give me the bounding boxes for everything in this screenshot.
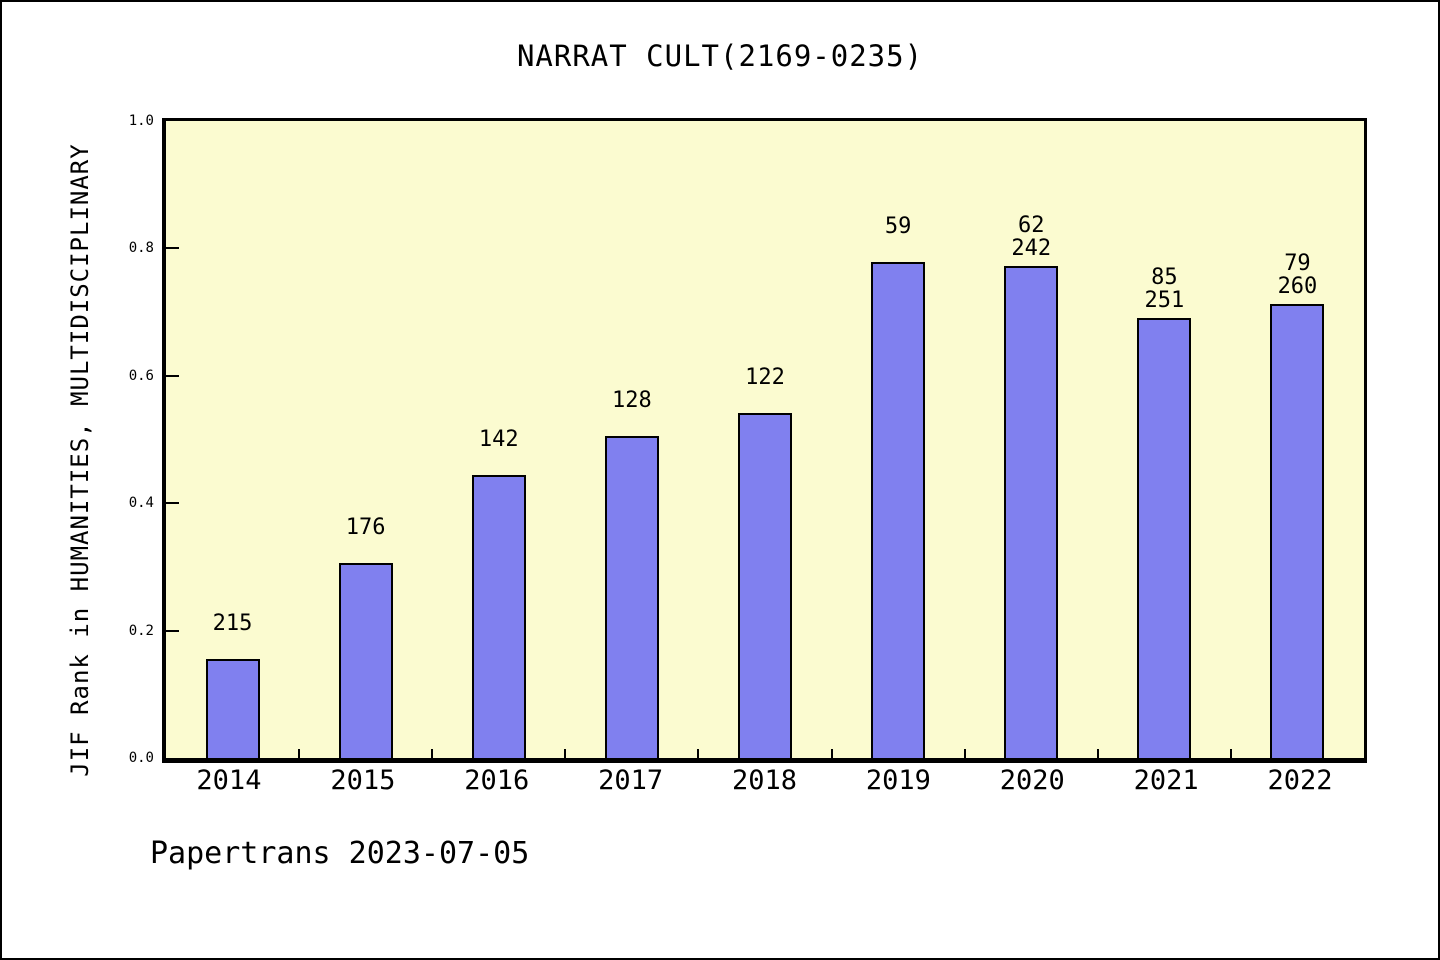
y-tick-label: 0.4 — [128, 495, 154, 512]
x-tick-mark — [1096, 749, 1099, 758]
x-tick-mark — [697, 749, 700, 758]
bar-value-label: 79 260 — [1277, 250, 1318, 299]
x-tick-mark — [830, 749, 833, 758]
x-tick-label: 2014 — [196, 765, 262, 796]
plot-area: 215 176 142 128 122 59 62 242 85 251 79 260 0.0 0.… — [129, 114, 1367, 765]
x-tick-mark — [298, 749, 301, 758]
x-tick-label: 2020 — [999, 765, 1065, 796]
x-tick-label: 2016 — [464, 765, 530, 796]
y-tick-mark — [166, 629, 179, 632]
y-tick-mark — [166, 247, 179, 250]
bar-value-label: 128 — [612, 387, 652, 413]
y-tick-mark — [166, 502, 179, 505]
bar-value-label: 176 — [345, 515, 386, 541]
chart-title: NARRAT CULT(2169-0235) — [516, 39, 924, 73]
bar — [1137, 318, 1192, 758]
x-tick-label: 2015 — [330, 765, 396, 796]
bar — [738, 413, 792, 758]
bar — [1004, 266, 1059, 758]
bar — [1270, 304, 1325, 758]
bar-value-label: 85 251 — [1144, 264, 1185, 313]
bar-value-label: 215 — [212, 611, 253, 637]
x-tick-label: 2017 — [598, 765, 664, 796]
bar-value-label: 62 242 — [1011, 213, 1052, 262]
x-tick-mark — [963, 749, 966, 758]
bar — [338, 563, 393, 758]
bar — [205, 659, 260, 758]
y-tick-label: 0.6 — [128, 367, 154, 384]
bar — [871, 262, 926, 758]
bar — [471, 475, 526, 758]
x-tick-label: 2022 — [1267, 765, 1333, 796]
x-tick-mark — [431, 749, 434, 758]
y-axis-title: JIF Rank in HUMANITIES, MULTIDISCIPLINAR… — [66, 143, 94, 777]
bar-value-label: 122 — [745, 365, 785, 391]
y-tick-label: 1.0 — [128, 113, 154, 129]
x-tick-mark — [564, 749, 567, 758]
bar-value-label: 142 — [478, 427, 519, 453]
y-tick-label: 0.8 — [128, 240, 154, 257]
y-tick-mark — [166, 374, 179, 377]
x-axis-labels: 2014 2015 2016 2017 2018 2019 2020 2021 2022 — [162, 765, 1367, 801]
x-tick-mark — [1229, 749, 1232, 758]
bar-value-label: 59 — [884, 214, 912, 240]
y-tick-label: 0.0 — [128, 750, 154, 766]
y-tick-label: 0.2 — [128, 622, 154, 639]
x-tick-label: 2021 — [1133, 765, 1199, 796]
bar — [604, 436, 659, 758]
x-tick-label: 2019 — [865, 765, 931, 796]
x-tick-label: 2018 — [731, 765, 798, 796]
watermark-text: Papertrans 2023-07-05 — [150, 836, 530, 871]
